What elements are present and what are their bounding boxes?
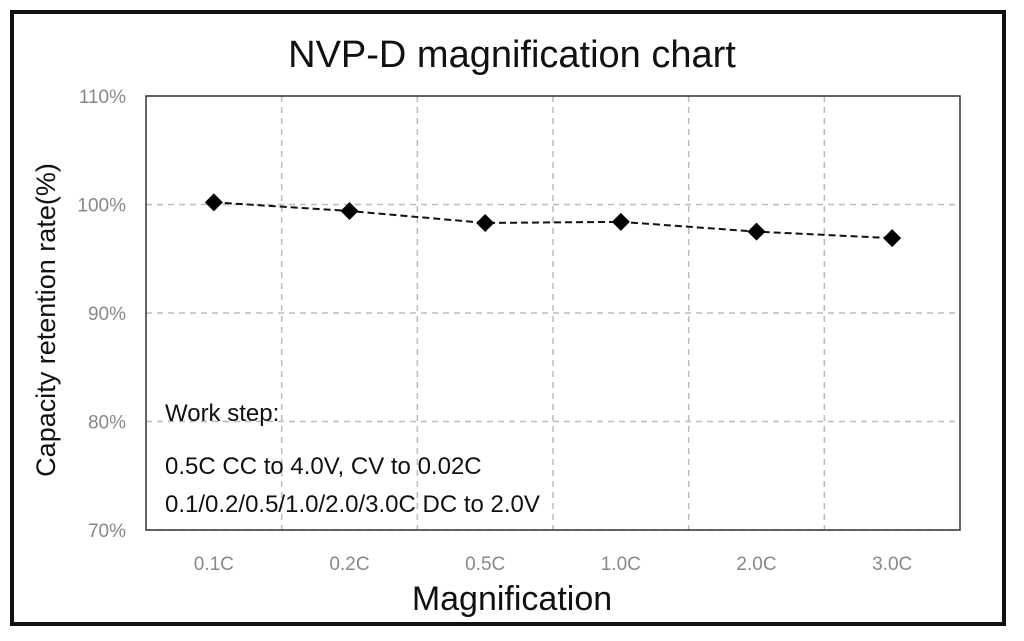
chart-title: NVP-D magnification chart: [288, 34, 736, 76]
x-tick-label: 0.1C: [194, 554, 234, 575]
y-tick-label: 110%: [79, 87, 126, 108]
data-point: [883, 229, 902, 248]
annotation-line-2: 0.1/0.2/0.5/1.0/2.0/3.0C DC to 2.0V: [165, 491, 540, 518]
annotation-line-1: 0.5C CC to 4.0V, CV to 0.02C: [165, 453, 482, 480]
x-axis-label: Magnification: [412, 580, 612, 618]
y-tick-label: 100%: [77, 196, 126, 217]
data-point: [476, 213, 495, 232]
annotation-heading: Work step:: [165, 400, 279, 427]
data-point: [340, 202, 359, 221]
x-tick-label: 1.0C: [601, 554, 641, 575]
y-tick-label: 90%: [88, 304, 126, 325]
series-line: [213, 201, 893, 240]
x-tick-label: 0.5C: [465, 554, 505, 575]
x-tick-label: 0.2C: [329, 554, 369, 575]
y-tick-label: 80%: [88, 413, 126, 434]
x-tick-labels: 0.1C 0.2C 0.5C 1.0C 2.0C 3.0C: [194, 554, 912, 575]
data-point: [611, 212, 630, 231]
y-axis-label: Capacity retention rate(%): [31, 163, 61, 477]
x-tick-label: 3.0C: [872, 554, 912, 575]
x-tick-label: 2.0C: [736, 554, 776, 575]
series-group: [204, 193, 902, 248]
data-point: [747, 222, 766, 241]
plot-border: [145, 95, 961, 531]
y-tick-labels: 70% 80% 90% 100% 110%: [77, 87, 126, 542]
data-point: [204, 193, 223, 212]
y-tick-label: 70%: [88, 521, 126, 542]
chart-frame: [10, 10, 1006, 626]
work-step-annotation: Work step: 0.5C CC to 4.0V, CV to 0.02C …: [165, 400, 540, 518]
